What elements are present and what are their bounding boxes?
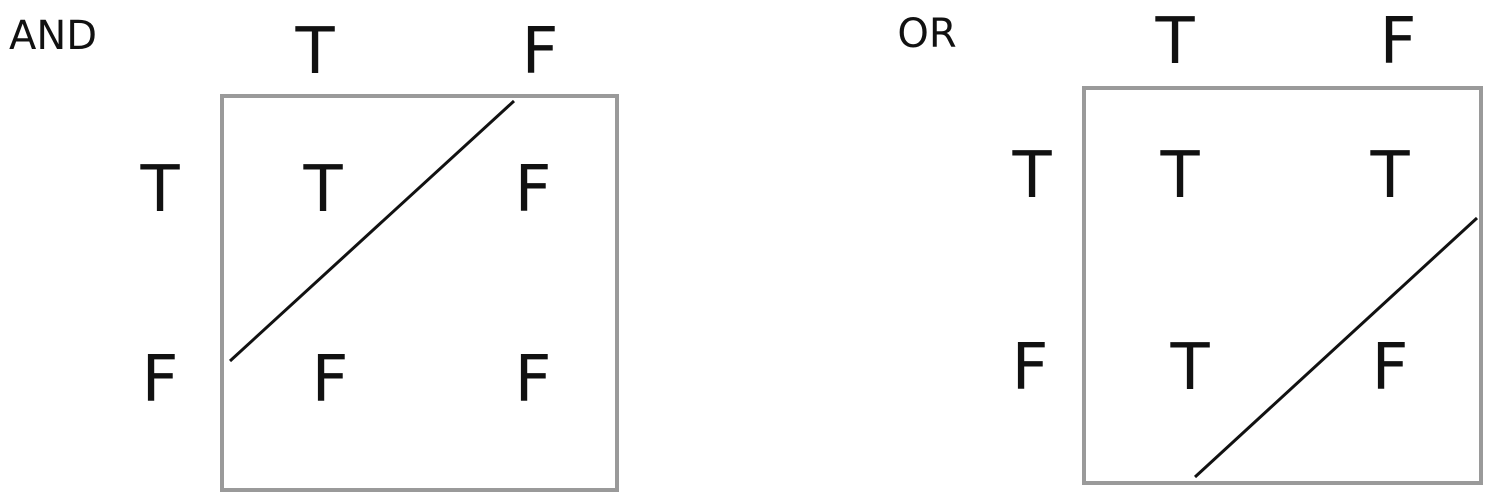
or-cell-t-t: T xyxy=(1160,139,1200,213)
and-cell-t-t: T xyxy=(303,153,343,227)
or-cell-f-f: F xyxy=(1371,331,1409,405)
and-cell-t-f: F xyxy=(514,153,552,227)
and-cell-f-f: F xyxy=(514,343,552,417)
or-divider-line xyxy=(1193,216,1479,479)
and-row-header-f: F xyxy=(141,343,179,417)
or-table-box xyxy=(1082,86,1483,485)
or-row-header-f: F xyxy=(1011,331,1049,405)
or-cell-t-f: T xyxy=(1370,139,1410,213)
or-row-header-t: T xyxy=(1012,139,1052,213)
and-divider-line xyxy=(228,99,516,363)
or-cell-f-t: T xyxy=(1170,331,1210,405)
and-operator-label: AND xyxy=(8,13,98,59)
and-col-header-t: T xyxy=(295,15,335,89)
and-cell-f-t: F xyxy=(311,343,349,417)
or-operator-label: OR xyxy=(897,11,957,57)
or-col-header-t: T xyxy=(1155,5,1195,79)
and-row-header-t: T xyxy=(140,153,180,227)
and-col-header-f: F xyxy=(521,15,559,89)
and-table-box xyxy=(220,94,619,492)
or-col-header-f: F xyxy=(1379,5,1417,79)
